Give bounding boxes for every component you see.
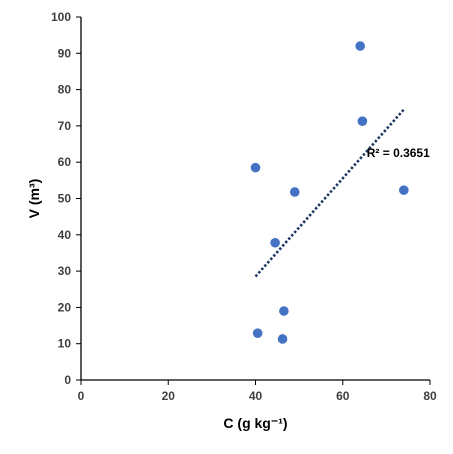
x-tick-label: 80 bbox=[423, 389, 437, 403]
data-point bbox=[289, 187, 300, 197]
data-points bbox=[250, 41, 409, 344]
data-point bbox=[252, 328, 263, 338]
y-tick-label: 100 bbox=[51, 10, 71, 24]
y-tick-label: 50 bbox=[58, 192, 72, 206]
data-point bbox=[250, 162, 261, 173]
data-point bbox=[357, 116, 368, 126]
x-tick-label: 40 bbox=[249, 389, 263, 403]
y-tick-label: 40 bbox=[58, 228, 72, 242]
data-point bbox=[355, 41, 366, 51]
trendline bbox=[254, 108, 405, 278]
x-tick-label: 0 bbox=[78, 389, 85, 403]
y-tick-label: 10 bbox=[58, 337, 72, 351]
y-tick-label: 60 bbox=[58, 155, 72, 169]
y-tick-label: 0 bbox=[64, 373, 71, 387]
y-axis-ticks: 0 10 20 30 40 50 60 70 80 90 100 bbox=[51, 10, 81, 387]
y-tick-label: 70 bbox=[58, 119, 72, 133]
x-axis-title: C (g kg⁻¹) bbox=[223, 415, 287, 431]
plot-area: 0 20 40 60 80 0 10 20 30 40 50 60 70 80 90 100 R² = 0.… bbox=[51, 10, 437, 403]
data-point bbox=[270, 237, 280, 248]
y-tick-label: 90 bbox=[58, 46, 72, 60]
x-tick-label: 20 bbox=[162, 389, 176, 403]
x-axis-ticks: 0 20 40 60 80 bbox=[78, 380, 437, 403]
y-axis-title: V (m³) bbox=[26, 179, 42, 219]
y-tick-label: 80 bbox=[58, 83, 72, 97]
x-tick-label: 60 bbox=[336, 389, 350, 403]
r-squared-annotation: R² = 0.3651 bbox=[367, 146, 430, 160]
y-tick-label: 30 bbox=[58, 264, 72, 278]
y-tick-label: 20 bbox=[58, 300, 72, 314]
data-point bbox=[399, 185, 409, 195]
data-point bbox=[277, 334, 288, 344]
data-point bbox=[279, 306, 289, 316]
